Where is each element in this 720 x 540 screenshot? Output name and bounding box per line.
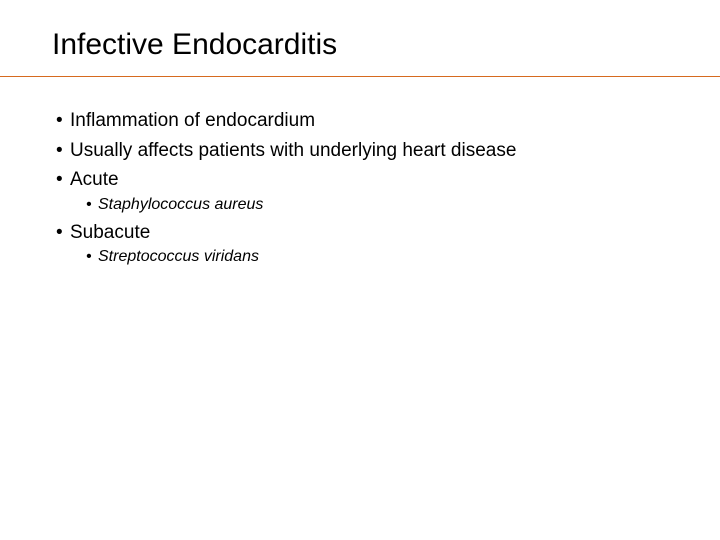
bullet-text: Staphylococcus aureus xyxy=(98,196,263,213)
list-item: Staphylococcus aureus xyxy=(86,195,516,216)
bullet-text: Usually affects patients with underlying… xyxy=(70,140,516,161)
list-item: Usually affects patients with underlying… xyxy=(56,138,516,164)
list-item: Acute Staphylococcus aureus xyxy=(56,167,516,215)
slide: Infective Endocarditis Inflammation of e… xyxy=(0,0,720,540)
bullet-text: Subacute xyxy=(70,222,150,243)
sub-bullet-list: Streptococcus viridans xyxy=(70,247,516,268)
bullet-text: Acute xyxy=(70,169,119,190)
title-divider xyxy=(0,76,720,77)
slide-title: Infective Endocarditis xyxy=(52,28,337,62)
bullet-list: Inflammation of endocardium Usually affe… xyxy=(56,108,516,268)
list-item: Inflammation of endocardium xyxy=(56,108,516,134)
bullet-text: Streptococcus viridans xyxy=(98,248,259,265)
list-item: Subacute Streptococcus viridans xyxy=(56,220,516,268)
slide-body: Inflammation of endocardium Usually affe… xyxy=(56,108,516,272)
sub-bullet-list: Staphylococcus aureus xyxy=(70,195,516,216)
bullet-text: Inflammation of endocardium xyxy=(70,110,315,131)
list-item: Streptococcus viridans xyxy=(86,247,516,268)
